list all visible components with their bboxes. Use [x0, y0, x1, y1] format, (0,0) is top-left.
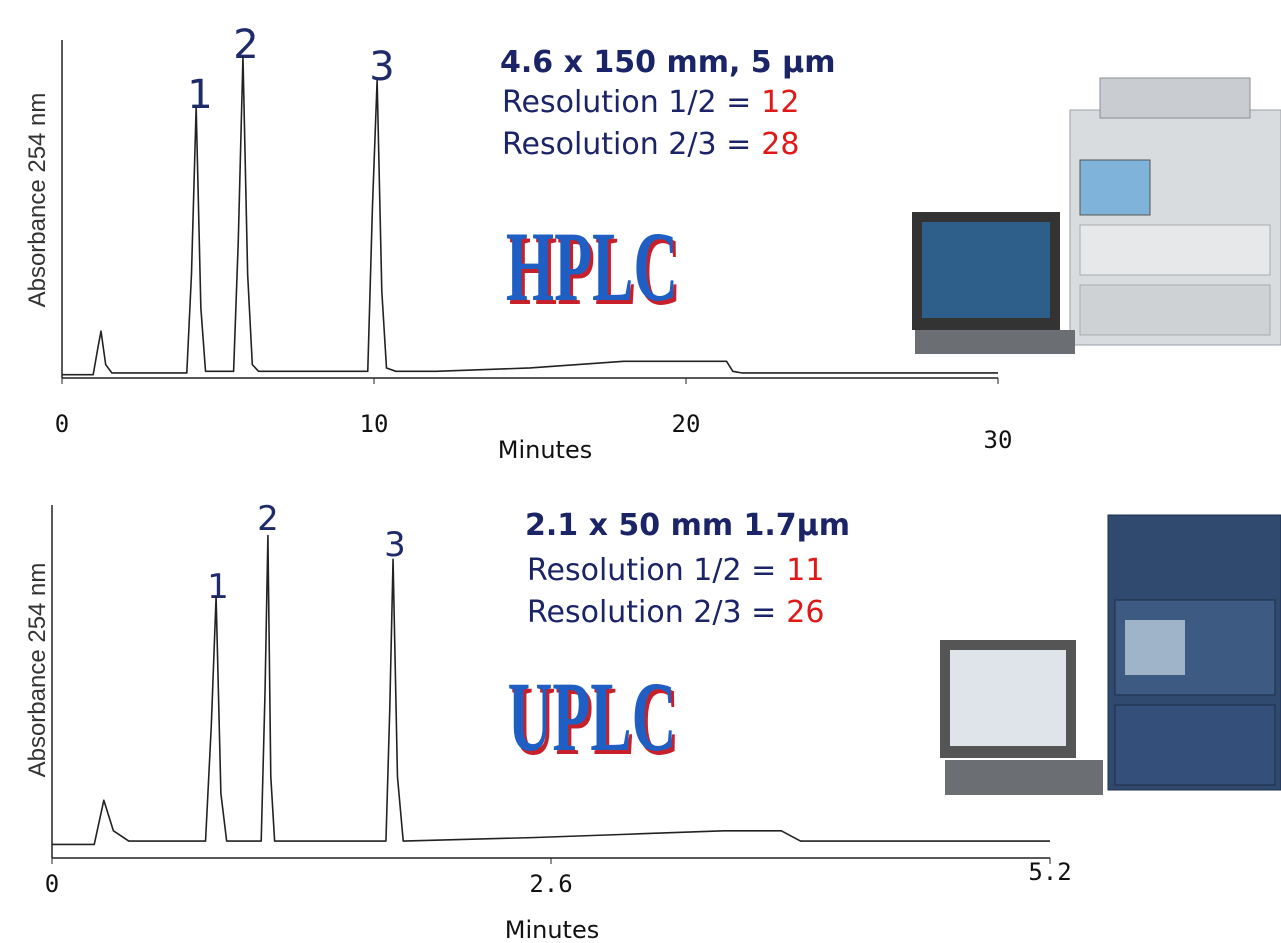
resolution: Resolution 2/3 = 28 — [502, 127, 799, 162]
hplc-computer — [912, 212, 1075, 354]
y-axis-label: Absorbance 254 nm — [24, 93, 51, 308]
logo-text: HPLC — [506, 211, 678, 322]
peak-label: 3 — [369, 44, 394, 90]
uplc-computer — [940, 640, 1103, 795]
column-spec: 2.1 x 50 mm 1.7µm — [525, 508, 850, 543]
x-tick-label: 10 — [360, 410, 389, 438]
logo: UPLC UPLC — [508, 661, 680, 776]
x-tick-label: 5.2 — [1028, 858, 1071, 886]
resolution-value: 11 — [786, 553, 824, 588]
resolution-value: 26 — [786, 595, 824, 630]
resolution-value: 12 — [761, 85, 799, 120]
peak-label: 1 — [207, 567, 229, 607]
x-tick-label: 0 — [55, 410, 69, 438]
uplc-instrument — [1108, 515, 1281, 790]
x-axis-label: Minutes — [505, 916, 599, 943]
peak-label: 1 — [187, 72, 212, 118]
resolution: Resolution 2/3 = 26 — [527, 595, 824, 630]
resolution: Resolution 1/2 = 12 — [502, 85, 799, 120]
logo-text: UPLC — [508, 661, 677, 772]
resolution: Resolution 1/2 = 11 — [527, 553, 824, 588]
x-tick-label: 20 — [672, 410, 701, 438]
x-tick-label: 30 — [984, 426, 1013, 454]
peak-label: 3 — [384, 525, 406, 565]
x-tick-label: 0 — [45, 870, 59, 898]
y-axis-label: Absorbance 254 nm — [24, 563, 51, 778]
resolution-label: Resolution 2/3 = — [527, 595, 776, 630]
logo: HPLC HPLC — [506, 211, 681, 326]
resolution-value: 28 — [761, 127, 799, 162]
peak-label: 2 — [233, 22, 258, 68]
x-axis-label: Minutes — [498, 436, 592, 464]
column-spec: 4.6 x 150 mm, 5 µm — [500, 45, 835, 80]
resolution-label: Resolution 2/3 = — [502, 127, 751, 162]
page: Absorbance 254 nm Minutes 1 2 3 4.6 x 15… — [0, 0, 1281, 943]
hplc-instrument — [1070, 78, 1281, 345]
resolution-label: Resolution 1/2 = — [527, 553, 776, 588]
resolution-label: Resolution 1/2 = — [502, 85, 751, 120]
peak-label: 2 — [257, 499, 279, 539]
x-tick-label: 2.6 — [529, 870, 572, 898]
